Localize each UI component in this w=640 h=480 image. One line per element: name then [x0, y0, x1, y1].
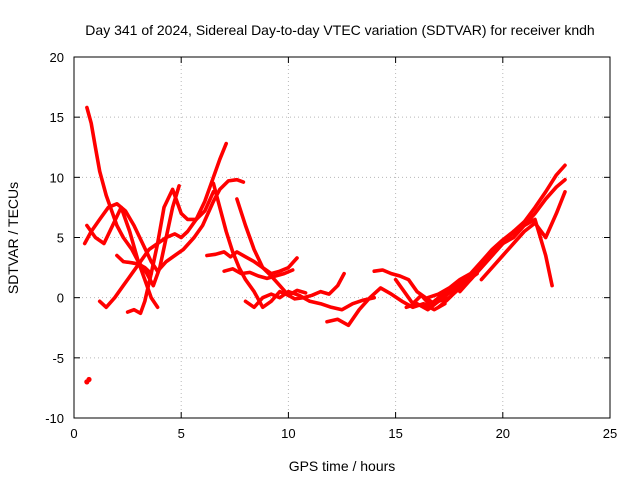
series-track-17 [458, 217, 554, 294]
series-track-12 [325, 286, 447, 328]
series-track-4 [97, 141, 228, 310]
y-tick-label: 5 [57, 231, 64, 246]
y-tick-label: 10 [50, 170, 64, 185]
x-tick-label: 15 [388, 426, 402, 441]
y-axis-label: SDTVAR / TECUs [5, 182, 21, 294]
series-track-10 [211, 181, 308, 310]
series-track-19 [436, 274, 475, 310]
series-track-1 [85, 105, 160, 310]
series-track-18 [479, 190, 567, 282]
series-track-2 [82, 177, 246, 274]
x-axis-label: GPS time / hours [289, 458, 396, 474]
x-tick-label: 5 [178, 426, 185, 441]
series-track-7 [235, 197, 346, 301]
data-series [82, 105, 567, 385]
series-track-16 [425, 177, 567, 300]
series-track-9 [222, 266, 295, 281]
series-track-11 [243, 289, 377, 312]
x-tick-label: 20 [496, 426, 510, 441]
plot-frame [73, 56, 611, 419]
x-tick-label: 10 [281, 426, 295, 441]
series-track-8 [205, 250, 299, 276]
y-tick-label: 0 [57, 291, 64, 306]
chart-title: Day 341 of 2024, Sidereal Day-to-day VTE… [85, 22, 594, 38]
x-tick-label: 0 [70, 426, 77, 441]
y-tick-label: -5 [52, 351, 64, 366]
data-point [86, 376, 92, 383]
y-tick-label: 15 [50, 110, 64, 125]
series-track-6 [115, 253, 153, 276]
series-track-5 [125, 187, 216, 316]
grid-lines [74, 57, 610, 418]
x-tick-label: 25 [603, 426, 617, 441]
y-tick-label: 20 [50, 50, 64, 65]
y-tick-label: -10 [45, 411, 64, 426]
